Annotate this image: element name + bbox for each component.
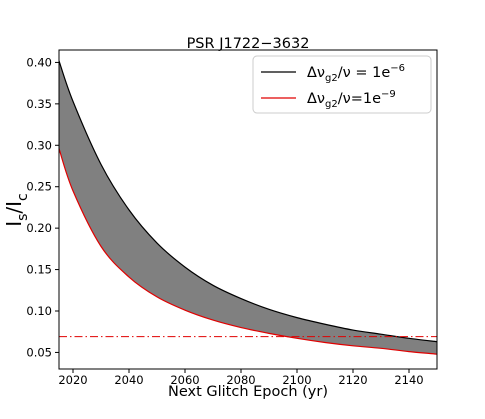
plot-frame [58,49,438,370]
y-axis-label-sub1: s [15,214,31,221]
legend-label-series-2: Δνg2/ν=1e−9 [307,89,396,110]
y-axis-label: Is/Ic [2,193,31,227]
y-tick-label: 0.05 [26,345,52,359]
x-tick-label: 2020 [58,373,87,387]
y-tick-label: 0.40 [26,55,52,69]
y-tick-label: 0.20 [26,221,52,235]
legend-2-rest: /ν=1e [338,91,381,107]
x-tick-label: 2080 [226,373,255,387]
y-tick-label: 0.30 [26,138,52,152]
legend-2-sub: g2 [325,99,338,110]
x-tick-label: 2060 [170,373,199,387]
series-line-1 [58,60,438,343]
y-tick-label: 0.15 [26,263,52,277]
y-tick-label: 0.35 [26,97,52,111]
y-tick-label: 0.10 [26,304,52,318]
series-line-2 [58,148,438,355]
x-axis-label: Next Glitch Epoch (yr) [168,384,328,400]
y-axis-label-sub2: c [15,193,31,201]
y-axis-ticks: 0.05 0.10 0.15 0.20 0.25 0.30 0.35 0.40 [26,55,59,359]
legend-label-series-1: Δνg2/ν = 1e−6 [307,63,405,84]
legend: Δνg2/ν = 1e−6 Δνg2/ν=1e−9 [252,55,432,114]
legend-1-delta: Δν [307,65,325,81]
y-axis-label-main: I [2,221,26,227]
x-tick-label: 2120 [338,373,367,387]
band-fill-area [59,60,437,355]
series-layer [58,60,438,355]
x-tick-label: 2100 [282,373,311,387]
x-tick-label: 2040 [114,373,143,387]
chart-title: PSR J1722−3632 [187,36,310,52]
legend-2-sup: −9 [381,89,396,100]
legend-1-rest: /ν = 1e [338,65,391,81]
y-axis-label-slash: /I [2,201,26,214]
y-tick-label: 0.25 [26,180,52,194]
x-tick-label: 2140 [394,373,423,387]
legend-2-delta: Δν [307,91,325,107]
legend-1-sub: g2 [325,73,338,84]
x-axis-ticks: 2020 2040 2060 2080 2100 2120 2140 [58,369,424,387]
legend-1-sup: −6 [390,63,405,74]
legend-box [252,55,432,114]
